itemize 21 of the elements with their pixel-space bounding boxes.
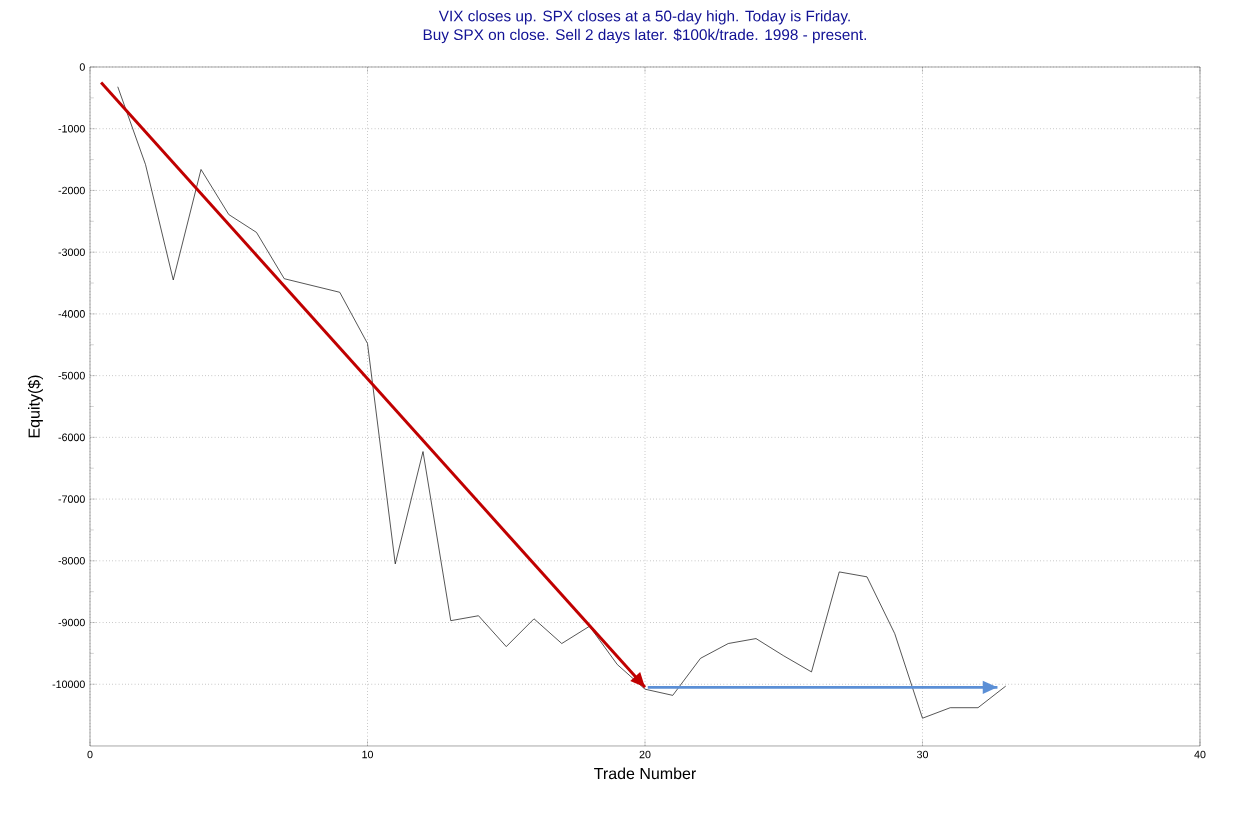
y-tick-label: -8000 [58, 557, 85, 565]
y-tick-label: -10000 [52, 680, 85, 689]
chart-subtitle: Buy SPX on close. Sell 2 days later. $100k/trade. 1998 - present. [423, 28, 866, 44]
y-tick-label: -3000 [58, 248, 85, 256]
x-tick-label: 10 [362, 750, 374, 759]
y-tick-label: -6000 [58, 433, 85, 442]
x-tick-label: 0 [87, 750, 93, 759]
x-tick-label: 40 [1194, 750, 1206, 759]
y-tick-label: -1000 [58, 124, 85, 133]
y-tick-label: -7000 [58, 495, 85, 503]
y-tick-label: 0 [79, 63, 85, 71]
x-axis-title: Trade Number [594, 767, 696, 780]
y-tick-label: -9000 [58, 618, 85, 627]
y-tick-label: -5000 [58, 371, 85, 380]
x-tick-label: 30 [916, 750, 929, 759]
y-axis-title: Equity($) [27, 375, 43, 438]
chart-title: VIX closes up. SPX closes at a 50-day high. Today is Friday. [438, 10, 850, 25]
line-series [117, 86, 1007, 719]
y-tick-label: -4000 [58, 310, 85, 318]
x-tick-label: 20 [639, 750, 651, 759]
y-tick-label: -2000 [58, 186, 85, 195]
